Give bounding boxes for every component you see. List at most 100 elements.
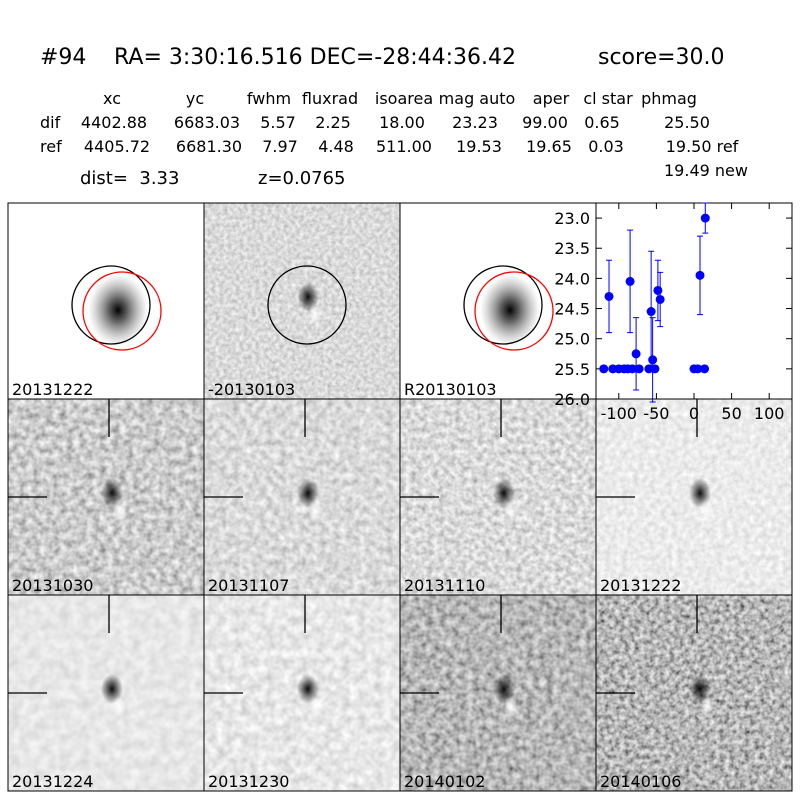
stamp-label: 20140106 bbox=[600, 772, 681, 791]
cell: 23.23 bbox=[452, 113, 498, 132]
stamp bbox=[8, 203, 204, 399]
stamp-label: -20130103 bbox=[208, 380, 295, 399]
stamp-label: 20131222 bbox=[12, 380, 93, 399]
stamp-label: 20131230 bbox=[208, 772, 289, 791]
cell: 4.48 bbox=[318, 137, 354, 156]
data-point bbox=[700, 364, 710, 374]
cell: 99.00 bbox=[522, 113, 568, 132]
stamp bbox=[400, 399, 596, 595]
y-tick-label: 24.5 bbox=[554, 300, 590, 319]
photometry-table: xc yc fwhm fluxrad isoarea mag auto aper cl sta… bbox=[40, 89, 739, 156]
stamp-label: 20131107 bbox=[208, 576, 289, 595]
stamp bbox=[596, 399, 792, 595]
cell: 4405.72 bbox=[84, 137, 150, 156]
stamps: 20131222 -20130103 R20130103 20131030 201311… bbox=[7, 202, 793, 792]
redshift: z=0.0765 bbox=[258, 168, 346, 189]
residual bbox=[700, 500, 714, 522]
data-point bbox=[604, 291, 614, 301]
data-point bbox=[695, 270, 705, 280]
stamp-label: 20131110 bbox=[404, 576, 485, 595]
cell: 4402.88 bbox=[81, 113, 147, 132]
data-point bbox=[646, 307, 656, 317]
residual bbox=[308, 304, 322, 326]
stamp bbox=[8, 595, 204, 791]
stamp bbox=[596, 595, 792, 791]
y-tick-label: 25.5 bbox=[554, 360, 590, 379]
data-point bbox=[700, 213, 710, 223]
y-tick-label: 23.5 bbox=[554, 239, 590, 258]
source bbox=[88, 274, 148, 346]
data-point bbox=[599, 364, 609, 374]
cell: 0.65 bbox=[584, 113, 620, 132]
source bbox=[480, 274, 540, 346]
coordinates: RA= 3:30:16.516 DEC=-28:44:36.42 bbox=[114, 45, 516, 70]
cell: 19.53 bbox=[456, 137, 502, 156]
x-tick-label: -50 bbox=[643, 404, 669, 423]
distance: dist= 3.33 bbox=[80, 168, 179, 189]
aperture bbox=[71, 265, 151, 345]
y-tick-label: 26.0 bbox=[554, 390, 590, 409]
column-header: yc bbox=[186, 89, 204, 108]
data-point bbox=[625, 276, 635, 286]
stamp-label: 20140102 bbox=[404, 772, 485, 791]
residual bbox=[112, 696, 126, 718]
cell: 7.97 bbox=[262, 137, 298, 156]
stamp bbox=[204, 203, 400, 399]
stamp bbox=[8, 399, 204, 595]
column-header: fwhm bbox=[247, 89, 291, 108]
candidate-id: #94 bbox=[40, 45, 86, 70]
data-point bbox=[655, 294, 665, 304]
residual bbox=[308, 696, 322, 718]
row-label: ref bbox=[40, 137, 62, 156]
data-point bbox=[653, 285, 663, 295]
data-point bbox=[634, 364, 644, 374]
score: score=30.0 bbox=[598, 45, 725, 70]
column-header: mag auto bbox=[439, 89, 516, 108]
aperture bbox=[267, 265, 347, 345]
new-mag: 19.49 new bbox=[664, 161, 748, 180]
cell: 19.65 bbox=[526, 137, 572, 156]
stamp-label: 20131224 bbox=[12, 772, 93, 791]
cell: 6683.03 bbox=[174, 113, 240, 132]
x-tick-label: 100 bbox=[754, 404, 785, 423]
stamp bbox=[204, 595, 400, 791]
data-point bbox=[650, 364, 660, 374]
data-point bbox=[631, 349, 641, 359]
cell: 19.50 ref bbox=[666, 137, 739, 156]
stamp bbox=[204, 399, 400, 595]
column-header: cl star bbox=[583, 89, 633, 108]
x-tick-label: 50 bbox=[721, 404, 741, 423]
residual bbox=[504, 696, 518, 718]
residual bbox=[504, 500, 518, 522]
aperture bbox=[474, 271, 554, 351]
cell: 6681.30 bbox=[176, 137, 242, 156]
column-header: aper bbox=[533, 89, 570, 108]
light-curve: 23.0 23.5 24.0 24.5 25.0 25.5 26.0 -100 -50 0 50 10… bbox=[554, 202, 793, 423]
column-header: isoarea bbox=[375, 89, 433, 108]
cell: 5.57 bbox=[260, 113, 296, 132]
stamp bbox=[400, 595, 596, 791]
y-tick-label: 24.0 bbox=[554, 269, 590, 288]
stamp bbox=[400, 203, 596, 399]
stamp-label: 20131222 bbox=[600, 576, 681, 595]
row-label: dif bbox=[40, 113, 61, 132]
cell: 2.25 bbox=[315, 113, 351, 132]
column-header: xc bbox=[103, 89, 121, 108]
aperture bbox=[463, 265, 543, 345]
residual bbox=[112, 500, 126, 522]
data-point bbox=[648, 355, 658, 365]
column-header: phmag bbox=[641, 89, 697, 108]
cell: 18.00 bbox=[379, 113, 425, 132]
y-tick-label: 25.0 bbox=[554, 330, 590, 349]
stamp-frame bbox=[595, 594, 793, 792]
aperture bbox=[82, 271, 162, 351]
cell: 25.50 bbox=[664, 113, 710, 132]
stamp-label: 20131030 bbox=[12, 576, 93, 595]
cell: 511.00 bbox=[376, 137, 432, 156]
x-tick-label: -100 bbox=[601, 404, 637, 423]
residual bbox=[700, 696, 714, 718]
x-tick-label: 0 bbox=[689, 404, 699, 423]
y-tick-label: 23.0 bbox=[554, 209, 590, 228]
residual bbox=[308, 500, 322, 522]
